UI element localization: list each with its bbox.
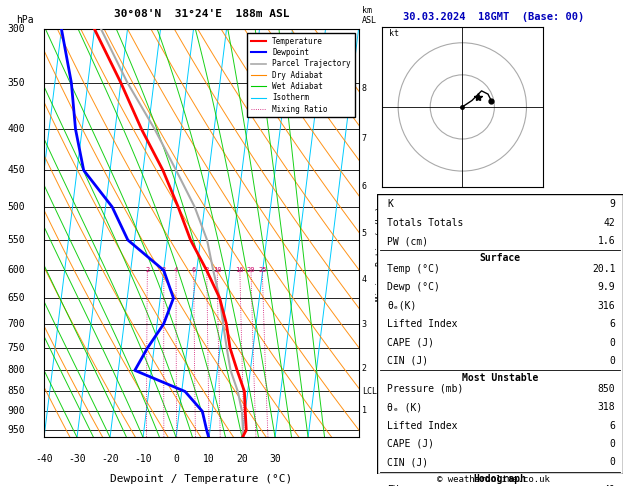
Text: 2: 2 — [362, 364, 367, 373]
Text: Mixing Ratio (g/kg): Mixing Ratio (g/kg) — [376, 206, 385, 301]
Text: 450: 450 — [8, 165, 25, 175]
Text: 30°08'N  31°24'E  188m ASL: 30°08'N 31°24'E 188m ASL — [113, 9, 289, 19]
Text: 16: 16 — [236, 267, 244, 273]
Text: 800: 800 — [8, 365, 25, 375]
Text: LCL: LCL — [362, 387, 377, 396]
Text: 316: 316 — [598, 301, 615, 311]
Text: Pressure (mb): Pressure (mb) — [387, 383, 464, 394]
Text: 2: 2 — [145, 267, 150, 273]
Text: 4: 4 — [174, 267, 178, 273]
Text: 6: 6 — [610, 420, 615, 431]
Text: -40: -40 — [35, 454, 53, 464]
Text: Dewpoint / Temperature (°C): Dewpoint / Temperature (°C) — [110, 474, 292, 484]
Text: 400: 400 — [8, 124, 25, 134]
Text: Dewp (°C): Dewp (°C) — [387, 282, 440, 292]
Text: 3: 3 — [162, 267, 166, 273]
Text: 0: 0 — [610, 457, 615, 468]
Text: PW (cm): PW (cm) — [387, 236, 428, 246]
Text: Lifted Index: Lifted Index — [387, 420, 458, 431]
Text: km
ASL: km ASL — [362, 6, 377, 25]
Text: hPa: hPa — [16, 15, 33, 25]
Text: Most Unstable: Most Unstable — [462, 373, 538, 382]
Text: -20: -20 — [101, 454, 119, 464]
Text: 30: 30 — [269, 454, 281, 464]
Text: 0: 0 — [610, 439, 615, 449]
Text: 10: 10 — [203, 454, 215, 464]
Text: 700: 700 — [8, 319, 25, 329]
Text: 650: 650 — [8, 293, 25, 303]
Text: Temp (°C): Temp (°C) — [387, 264, 440, 274]
Text: Surface: Surface — [479, 253, 521, 262]
Text: CAPE (J): CAPE (J) — [387, 439, 434, 449]
Text: 6: 6 — [610, 319, 615, 329]
Text: 4: 4 — [362, 275, 367, 284]
Text: 20.1: 20.1 — [592, 264, 615, 274]
Text: 5: 5 — [362, 229, 367, 238]
Text: θₑ(K): θₑ(K) — [387, 301, 416, 311]
Text: 42: 42 — [604, 218, 615, 227]
Text: 950: 950 — [8, 425, 25, 435]
Text: 8: 8 — [362, 84, 367, 93]
Text: 850: 850 — [598, 383, 615, 394]
Text: 0: 0 — [610, 356, 615, 366]
Text: 20: 20 — [236, 454, 248, 464]
Text: 3: 3 — [362, 320, 367, 329]
Text: 20: 20 — [247, 267, 255, 273]
Text: -10: -10 — [134, 454, 152, 464]
Text: K: K — [387, 199, 393, 209]
Text: 8: 8 — [204, 267, 209, 273]
Text: 7: 7 — [362, 134, 367, 143]
Text: 750: 750 — [8, 343, 25, 353]
Text: EH: EH — [387, 485, 399, 486]
Legend: Temperature, Dewpoint, Parcel Trajectory, Dry Adiabat, Wet Adiabat, Isotherm, Mi: Temperature, Dewpoint, Parcel Trajectory… — [247, 33, 355, 117]
Text: 900: 900 — [8, 406, 25, 417]
Text: 350: 350 — [8, 78, 25, 88]
Text: 850: 850 — [8, 386, 25, 397]
Text: CIN (J): CIN (J) — [387, 457, 428, 468]
Text: 0: 0 — [173, 454, 179, 464]
Text: 9.9: 9.9 — [598, 282, 615, 292]
Text: 300: 300 — [8, 24, 25, 34]
Text: 318: 318 — [598, 402, 615, 412]
Text: Lifted Index: Lifted Index — [387, 319, 458, 329]
Text: 40: 40 — [604, 485, 615, 486]
Text: CIN (J): CIN (J) — [387, 356, 428, 366]
Text: 25: 25 — [258, 267, 267, 273]
Text: θₑ (K): θₑ (K) — [387, 402, 423, 412]
Text: 0: 0 — [610, 337, 615, 347]
Text: 1: 1 — [362, 406, 367, 416]
Text: kt: kt — [389, 29, 399, 38]
Text: 6: 6 — [362, 182, 367, 191]
Text: 500: 500 — [8, 202, 25, 212]
Text: 1.6: 1.6 — [598, 236, 615, 246]
Text: CAPE (J): CAPE (J) — [387, 337, 434, 347]
Text: Hodograph: Hodograph — [474, 474, 526, 484]
Text: 10: 10 — [213, 267, 221, 273]
Text: 6: 6 — [192, 267, 196, 273]
Text: Totals Totals: Totals Totals — [387, 218, 464, 227]
Text: 550: 550 — [8, 235, 25, 245]
Text: 600: 600 — [8, 265, 25, 275]
Text: 30.03.2024  18GMT  (Base: 00): 30.03.2024 18GMT (Base: 00) — [403, 12, 584, 22]
Text: -30: -30 — [68, 454, 86, 464]
Text: 9: 9 — [610, 199, 615, 209]
Text: © weatheronline.co.uk: © weatheronline.co.uk — [437, 474, 550, 484]
